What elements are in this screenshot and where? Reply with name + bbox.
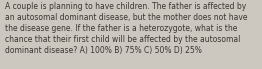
Text: A couple is planning to have children. The father is affected by
an autosomal do: A couple is planning to have children. T… [5,2,248,55]
